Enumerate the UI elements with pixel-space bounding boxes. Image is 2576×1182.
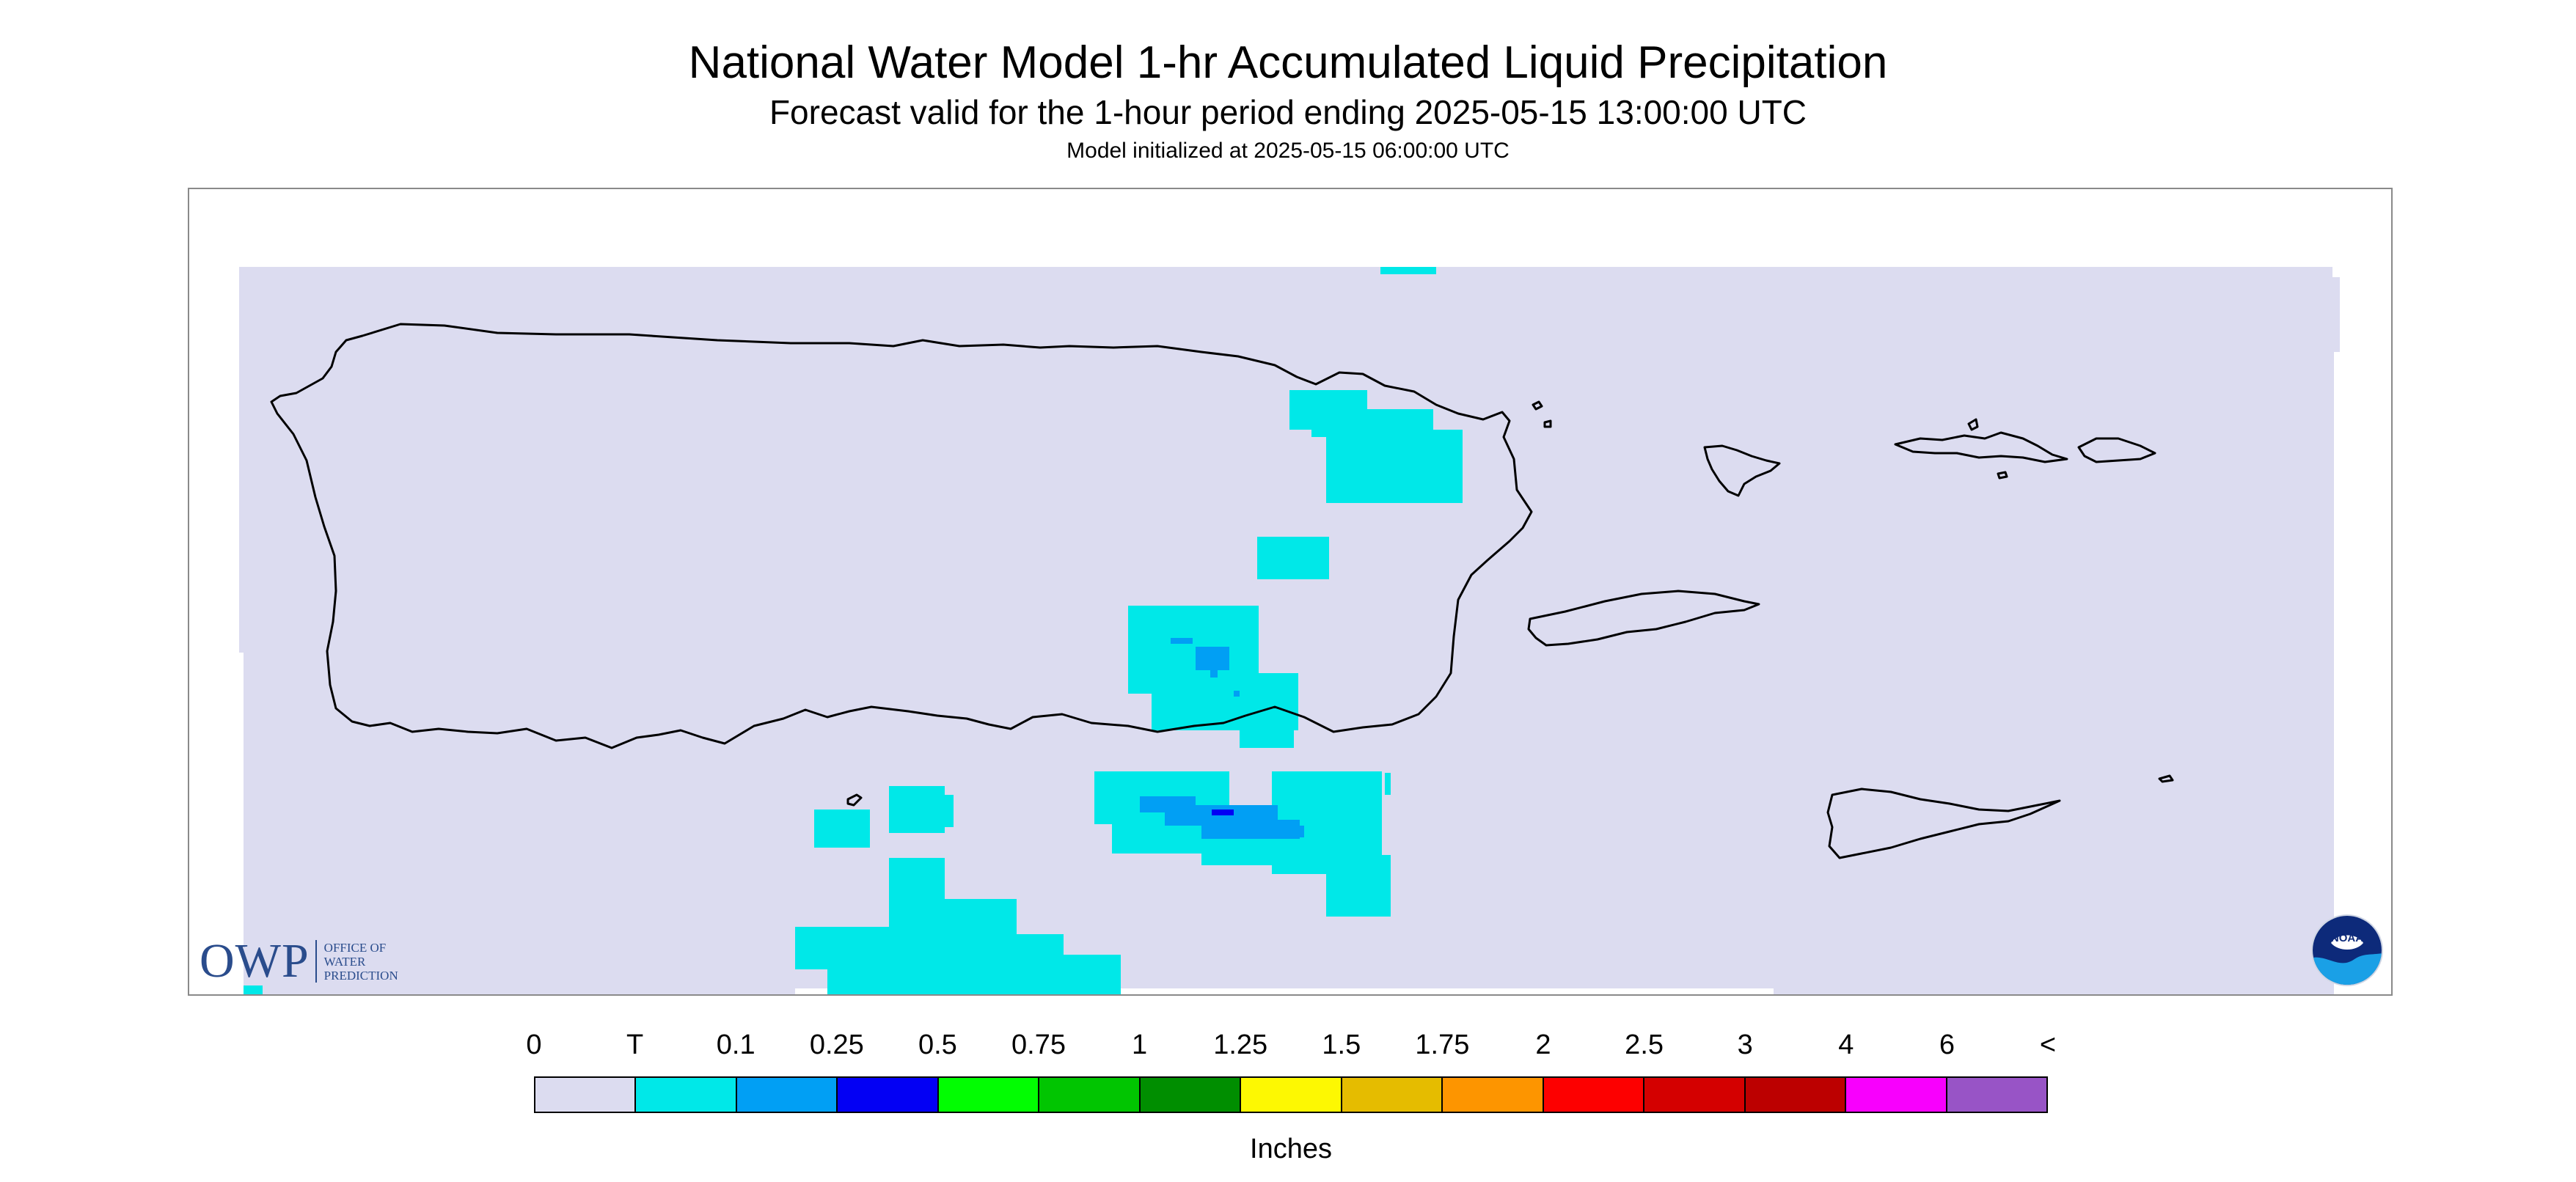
coastlines xyxy=(270,323,2174,859)
st-john-coastline xyxy=(2077,437,2156,463)
legend-label: 2.5 xyxy=(1625,1029,1664,1060)
legend-swatch xyxy=(1443,1078,1544,1112)
legend-swatch xyxy=(1543,1078,1645,1112)
noaa-logo-text: NOAA xyxy=(2331,932,2363,944)
map-no-data-strips xyxy=(236,653,1774,994)
owp-logo-line: OFFICE OF xyxy=(323,940,387,955)
legend-swatch xyxy=(1644,1078,1746,1112)
owp-logo: OWP OFFICE OF WATER PREDICTION xyxy=(200,936,398,987)
map-background-grid xyxy=(239,267,2340,994)
legend-swatch xyxy=(1039,1078,1141,1112)
culebra-coastline xyxy=(1703,444,1781,497)
legend-label: 0.5 xyxy=(918,1029,957,1060)
legend-label: T xyxy=(626,1029,644,1060)
legend-label: 0 xyxy=(526,1029,542,1060)
precip-cells-moderate xyxy=(1212,810,1234,815)
page-title: National Water Model 1-hr Accumulated Li… xyxy=(688,37,1888,88)
legend-swatch xyxy=(1846,1078,1947,1112)
legend-label: 2 xyxy=(1535,1029,1551,1060)
legend-swatch xyxy=(1140,1078,1242,1112)
small-island-2 xyxy=(1543,419,1552,428)
legend-swatch xyxy=(1947,1078,2047,1112)
caja-de-muertos-coastline xyxy=(846,793,863,807)
owp-logo-line: WATER xyxy=(323,954,366,969)
small-island-5 xyxy=(2158,774,2174,783)
model-initialized-text: Model initialized at 2025-05-15 06:00:00… xyxy=(1066,139,1510,163)
legend-label: 0.25 xyxy=(809,1029,864,1060)
owp-logo-text: OFFICE OF WATER PREDICTION xyxy=(324,941,398,983)
legend-unit-label: Inches xyxy=(1250,1134,1332,1164)
color-legend: 0 T 0.1 0.25 0.5 0.75 1 1.25 1.5 1.75 2 2.5 3 4 6 < Inc… xyxy=(526,1027,2056,1173)
st-thomas-coastline xyxy=(1894,431,2068,463)
legend-swatch xyxy=(938,1078,1040,1112)
legend-label: 1.75 xyxy=(1415,1029,1470,1060)
noaa-logo: NOAA xyxy=(2311,914,2383,986)
legend-swatch xyxy=(1745,1078,1847,1112)
legend-swatch xyxy=(636,1078,737,1112)
st-croix-coastline xyxy=(1826,788,2061,859)
legend-label: 1.25 xyxy=(1213,1029,1268,1060)
legend-swatch xyxy=(1342,1078,1443,1112)
puerto-rico-coastline xyxy=(270,323,1533,749)
owp-logo-line: PREDICTION xyxy=(323,968,398,983)
small-island-3 xyxy=(1967,418,1979,431)
legend-labels: 0 T 0.1 0.25 0.5 0.75 1 1.25 1.5 1.75 2 2.5 3 4 6 < xyxy=(526,1027,2056,1068)
legend-label: 1.5 xyxy=(1322,1029,1361,1060)
map-frame[interactable] xyxy=(188,188,2393,996)
owp-logo-abbreviation: OWP xyxy=(200,934,310,988)
small-island-1 xyxy=(1532,400,1543,411)
small-island-4 xyxy=(1997,471,2008,480)
legend-label: 0.75 xyxy=(1011,1029,1066,1060)
owp-logo-divider xyxy=(315,940,317,983)
legend-swatch xyxy=(535,1078,637,1112)
legend-label: 0.1 xyxy=(716,1029,755,1060)
precipitation-map[interactable] xyxy=(189,189,2391,994)
legend-label: 1 xyxy=(1132,1029,1148,1060)
legend-color-bar xyxy=(534,1076,2048,1113)
legend-label: 6 xyxy=(1939,1029,1955,1060)
precip-cells-light xyxy=(1140,638,1304,839)
legend-label: < xyxy=(2039,1029,2057,1060)
legend-swatch xyxy=(736,1078,838,1112)
forecast-valid-subtitle: Forecast valid for the 1-hour period end… xyxy=(769,93,1807,131)
legend-label: 3 xyxy=(1737,1029,1753,1060)
legend-swatch xyxy=(1241,1078,1342,1112)
vieques-coastline xyxy=(1527,590,1760,647)
legend-swatch xyxy=(838,1078,939,1112)
legend-label: 4 xyxy=(1838,1029,1854,1060)
